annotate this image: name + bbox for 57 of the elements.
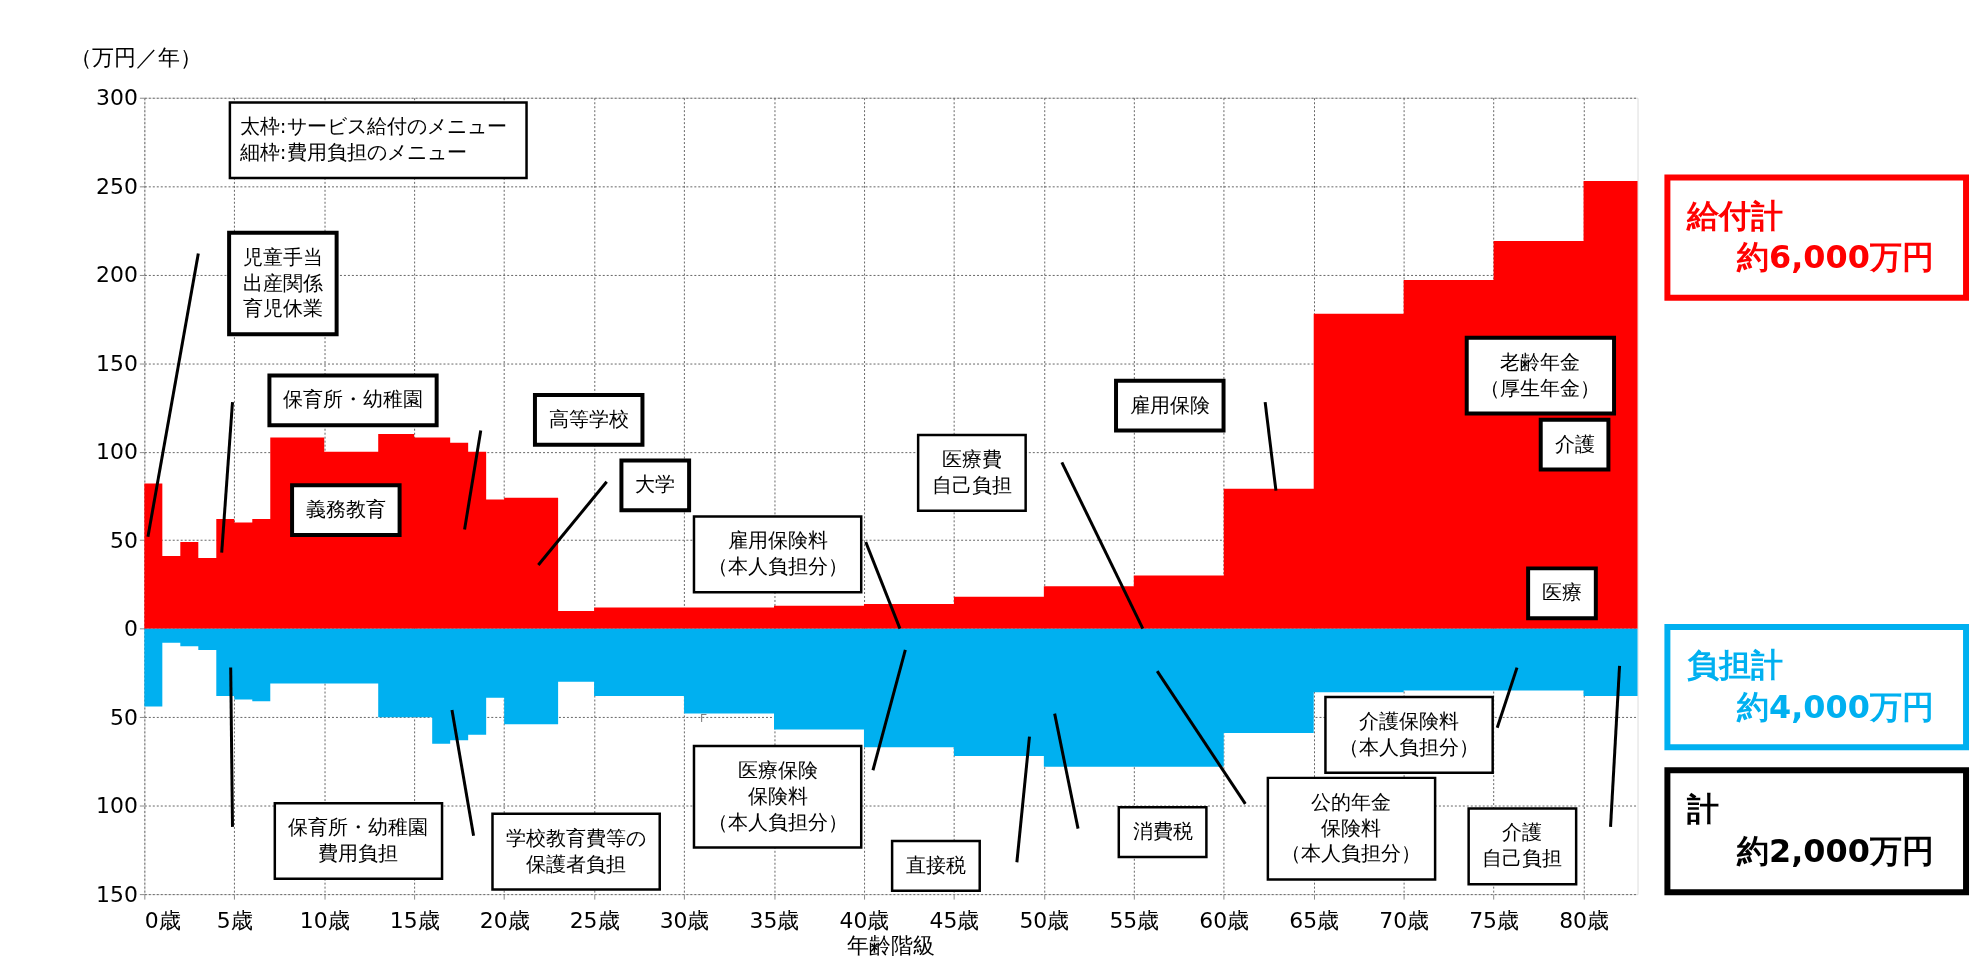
annotation: 児童手当出産関係育児休業 <box>242 245 323 321</box>
x-tick-label: 40歳 <box>839 908 890 934</box>
x-tick-label: 5歳 <box>216 908 253 934</box>
x-tick-label: 60歳 <box>1199 908 1250 934</box>
annotation: 介護自己負担 <box>1482 821 1563 871</box>
y-tick-label: 200 <box>96 262 138 288</box>
y-tick-label: 150 <box>96 881 138 907</box>
text: 負担計 <box>1687 646 1784 685</box>
annotation: 介護保険料（本人負担分） <box>1339 709 1480 759</box>
annotation: 高等学校 <box>548 407 629 431</box>
x-axis-title: 年齢階級 <box>847 933 936 959</box>
y-tick-label: 50 <box>110 527 138 553</box>
x-tick-label: 20歳 <box>479 908 530 934</box>
y-axis-title: （万円／年） <box>70 45 203 71</box>
text: 給付計 <box>1686 196 1784 235</box>
annotation: 学校教育費等の保護者負担 <box>506 826 647 876</box>
annotation: 太枠:サービス給付のメニュー <box>239 115 507 139</box>
annotation: 保育所・幼稚園費用負担 <box>288 816 429 865</box>
x-tick-label: 10歳 <box>299 908 350 934</box>
text: 約2,000万円 <box>1736 832 1934 871</box>
x-tick-label: 45歳 <box>929 908 980 934</box>
annotation: 「 <box>692 712 709 732</box>
annotation: 細枠:費用負担のメニュー <box>238 141 467 165</box>
x-tick-label: 55歳 <box>1109 908 1160 934</box>
annotation: 医療 <box>1541 581 1582 605</box>
annotation: 大学 <box>635 473 676 497</box>
annotation: 消費税 <box>1132 820 1193 844</box>
annotation: 直接税 <box>905 853 966 877</box>
annotation: 雇用保険料（本人負担分） <box>707 529 848 579</box>
x-tick-label: 25歳 <box>569 908 620 934</box>
x-tick-label: 30歳 <box>659 908 710 934</box>
x-tick-label: 75歳 <box>1469 908 1520 934</box>
x-tick-label: 35歳 <box>749 908 800 934</box>
annotation: 医療保険保険料（本人負担分） <box>707 758 848 834</box>
y-tick-label: 300 <box>96 85 138 111</box>
x-tick-label: 65歳 <box>1289 908 1340 934</box>
annotation: 雇用保険 <box>1129 393 1210 417</box>
annotation: 保育所・幼稚園 <box>283 388 424 412</box>
x-tick-label: 0歳 <box>144 908 181 934</box>
x-tick-label: 80歳 <box>1559 908 1609 934</box>
y-tick-label: 50 <box>110 704 138 730</box>
annotation: 介護 <box>1554 432 1595 456</box>
y-tick-label: 250 <box>96 173 138 199</box>
text: 約6,000万円 <box>1736 238 1934 277</box>
annotation: 医療費自己負担 <box>931 447 1012 497</box>
y-tick-label: 100 <box>96 793 138 819</box>
text: 計 <box>1686 790 1720 829</box>
y-tick-label: 100 <box>96 439 138 465</box>
x-tick-label: 50歳 <box>1019 908 1070 934</box>
y-tick-label: 150 <box>96 350 138 376</box>
annotation: 公的年金保険料（本人負担分） <box>1281 790 1422 866</box>
text: 約4,000万円 <box>1736 687 1934 726</box>
annotation: 義務教育 <box>305 498 386 522</box>
x-tick-label: 15歳 <box>389 908 440 934</box>
y-tick-label: 0 <box>123 616 138 642</box>
x-tick-label: 70歳 <box>1379 908 1430 934</box>
annotation: 老齢年金（厚生年金） <box>1480 350 1601 400</box>
